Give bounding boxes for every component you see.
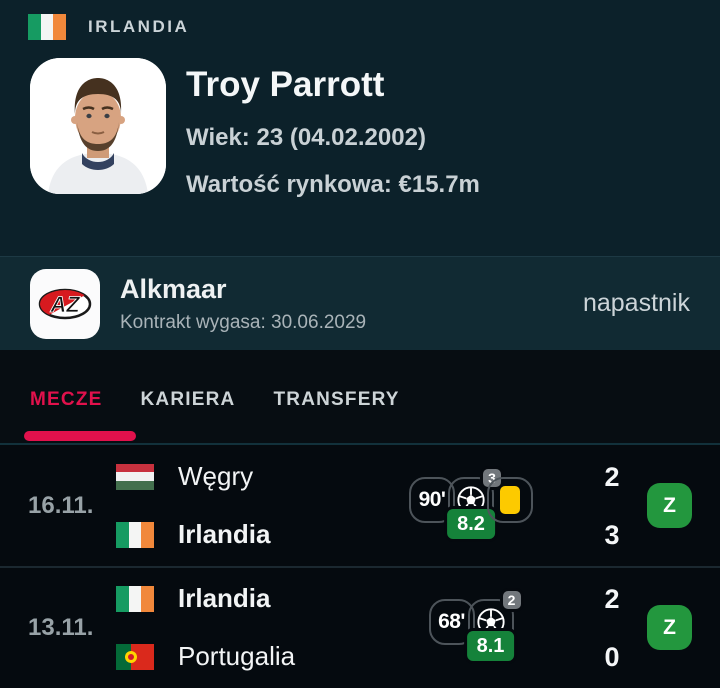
match-teams: Węgry Irlandia (116, 461, 380, 549)
player-market-value: Wartość rynkowa: €15.7m (186, 170, 480, 198)
player-portrait-image (30, 58, 166, 194)
yellow-card-icon (500, 485, 520, 514)
match-date: 16.11. (28, 491, 94, 519)
club-meta: Alkmaar Kontrakt wygasa: 30.06.2029 (120, 274, 366, 334)
svg-text:AZ: AZ (49, 292, 81, 317)
match-score: 2 0 (590, 585, 634, 671)
tab-transfery[interactable]: TRANSFERY (273, 388, 400, 410)
away-team: Portugalia (116, 641, 380, 671)
ireland-flag-icon (116, 521, 154, 548)
tab-mecze[interactable]: MECZE (30, 388, 103, 410)
ireland-flag-icon (116, 585, 154, 612)
player-match-stats: 90' 3 8.2 (366, 465, 576, 542)
match-date: 13.11. (28, 613, 94, 641)
away-team-name: Irlandia (178, 519, 271, 549)
club-section[interactable]: AZ Alkmaar Kontrakt wygasa: 30.06.2029 n… (0, 256, 720, 350)
az-logo-icon: AZ (38, 288, 92, 319)
player-identity: Troy Parrott Wiek: 23 (04.02.2002) Warto… (0, 58, 720, 199)
player-photo (30, 58, 166, 194)
tab-bar: MECZE KARIERA TRANSFERY (0, 350, 720, 445)
yellow-card-chip (487, 476, 533, 523)
minutes-played-chip: 90' (409, 476, 455, 523)
match-score: 2 3 (590, 463, 634, 549)
player-match-stats: 68' 2 8.1 (366, 587, 576, 664)
home-team-name: Irlandia (178, 583, 271, 613)
minutes-played: 90' (418, 487, 446, 511)
lineup-z-button[interactable]: Z (647, 605, 692, 650)
away-team-name: Portugalia (178, 641, 296, 671)
player-header: IRLANDIA (0, 0, 720, 256)
country-header[interactable]: IRLANDIA (0, 0, 720, 40)
home-team: Węgry (116, 461, 380, 491)
portugal-flag-icon (116, 643, 154, 670)
hungary-flag-icon (116, 463, 154, 490)
goals-chip: 2 8.1 (463, 587, 524, 664)
match-row[interactable]: 13.11. Irlandia Portugalia 68' (0, 566, 720, 687)
away-score: 0 (604, 641, 620, 672)
country-name: IRLANDIA (88, 17, 190, 36)
minutes-played: 68' (438, 609, 465, 633)
player-name: Troy Parrott (186, 65, 385, 104)
club-contract: Kontrakt wygasa: 30.06.2029 (120, 311, 367, 333)
ireland-flag-icon (28, 14, 66, 40)
home-score: 2 (604, 461, 620, 492)
minutes-played-chip: 68' (428, 598, 475, 645)
az-alkmaar-logo: AZ (30, 268, 100, 339)
match-teams: Irlandia Portugalia (116, 583, 380, 671)
active-tab-underline (24, 431, 136, 441)
home-team-name: Węgry (178, 461, 254, 491)
away-score: 3 (604, 519, 620, 550)
player-meta: Troy Parrott Wiek: 23 (04.02.2002) Warto… (186, 58, 480, 199)
match-row[interactable]: 16.11. Węgry Irlandia 90' (0, 445, 720, 566)
club-name: Alkmaar (120, 273, 227, 304)
tab-kariera[interactable]: KARIERA (140, 388, 236, 410)
match-list: 16.11. Węgry Irlandia 90' (0, 445, 720, 688)
home-team: Irlandia (116, 583, 380, 613)
away-team: Irlandia (116, 519, 380, 549)
player-age: Wiek: 23 (04.02.2002) (186, 123, 426, 151)
home-score: 2 (604, 583, 620, 614)
player-position: napastnik (582, 289, 690, 317)
player-rating-badge: 8.1 (463, 627, 518, 664)
lineup-z-button[interactable]: Z (647, 483, 692, 528)
goals-count-badge: 2 (499, 587, 524, 612)
